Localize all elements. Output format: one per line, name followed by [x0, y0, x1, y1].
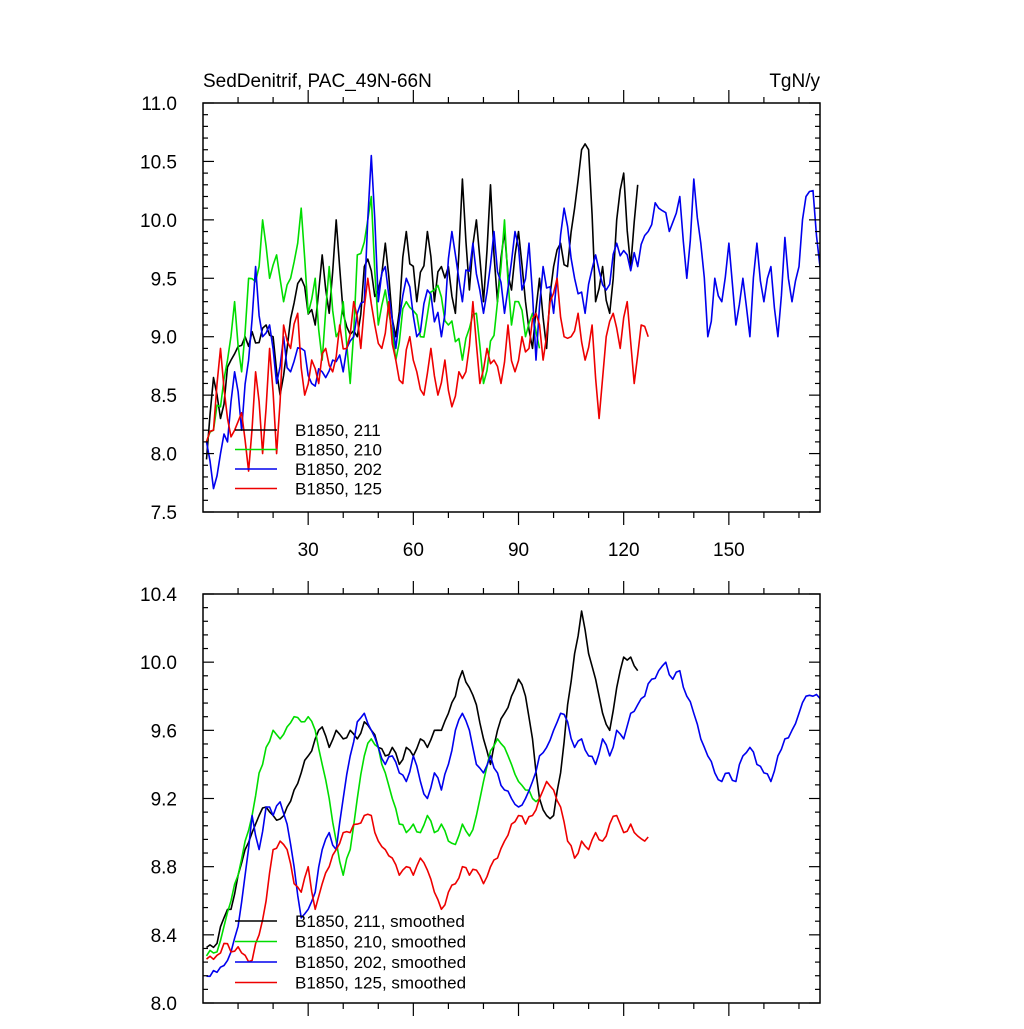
x-tick-label: 90: [508, 540, 529, 561]
legend-label: B1850, 202, smoothed: [295, 953, 466, 972]
y-tick-label: 9.5: [151, 269, 177, 290]
y-tick-label: 8.0: [151, 994, 177, 1015]
series-line-bottom-1: [205, 715, 541, 957]
y-tick-label: 10.0: [140, 653, 177, 674]
x-tick-label: 120: [608, 540, 640, 561]
legend-label: B1850, 202: [295, 460, 382, 479]
y-tick-label: 8.0: [151, 445, 177, 466]
x-tick-label: 30: [298, 540, 319, 561]
chart-units: TgN/y: [769, 71, 820, 92]
y-tick-label: 11.0: [141, 94, 177, 115]
y-tick-label: 9.6: [151, 721, 177, 742]
series-line-top-1: [205, 195, 541, 443]
ticks-bottom: 8.0 8.4 8.8 9.2 9.6 10.0 10.4: [140, 581, 820, 1016]
series-line-top-3: [205, 277, 649, 472]
y-tick-label: 8.5: [151, 386, 177, 407]
panel-bottom: 8.0 8.4 8.8 9.2 9.6 10.0 10.4 B1850, 211, smoo…: [140, 581, 821, 1016]
chart-title: SedDenitrif, PAC_49N-66N: [203, 71, 432, 92]
legend-label: B1850, 210, smoothed: [295, 933, 466, 952]
panel-top: SedDenitrif, PAC_49N-66N TgN/y 7.5 8.0 8.5…: [140, 71, 821, 561]
y-tick-label: 8.8: [151, 858, 177, 879]
series-line-bottom-2: [206, 661, 820, 978]
legend-bottom: B1850, 211, smoothed B1850, 210, smoothed…: [235, 912, 466, 993]
y-tick-label: 7.5: [151, 503, 177, 524]
series-group-bottom: [205, 610, 820, 978]
legend-label: B1850, 125, smoothed: [295, 974, 466, 993]
plot-frame-top: [202, 102, 821, 513]
y-tick-label: 10.0: [140, 211, 177, 232]
series-group-top: [205, 143, 820, 490]
ticks-top: 7.5 8.0 8.5 9.0 9.5 10.0 10.5 11.0 30 60 90 120 150: [140, 90, 820, 561]
y-tick-label: 9.0: [151, 328, 177, 349]
y-tick-label: 9.2: [151, 790, 177, 811]
y-tick-label: 10.5: [140, 152, 177, 173]
x-tick-label: 150: [713, 540, 745, 561]
y-tick-label: 10.4: [140, 585, 177, 606]
y-tick-label: 8.4: [151, 926, 178, 947]
legend-label: B1850, 211, smoothed: [295, 912, 465, 931]
x-tick-label: 60: [403, 540, 424, 561]
legend-label: B1850, 211: [295, 421, 381, 440]
series-line-bottom-3: [205, 780, 649, 963]
series-line-bottom-0: [206, 610, 639, 949]
legend-label: B1850, 125: [295, 480, 382, 499]
legend-label: B1850, 210: [295, 441, 382, 460]
series-line-top-0: [205, 143, 639, 460]
